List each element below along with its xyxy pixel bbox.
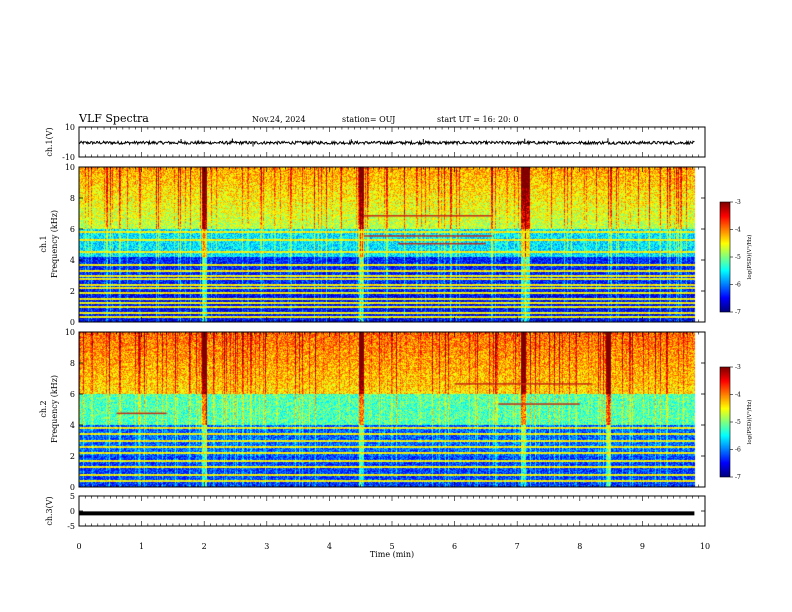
ch1-spectrogram-panel: 0 2 4 6 8 10 ch.1 Frequency (kHz) — [39, 163, 706, 327]
y-tick-label: 8 — [70, 359, 75, 368]
x-tick-label: 9 — [640, 542, 645, 551]
y-tick-label: -5 — [67, 522, 75, 531]
y-tick-label: 10 — [65, 163, 75, 172]
colorbar-tick-label: -3 — [735, 364, 741, 371]
y-tick-label: 10 — [65, 123, 75, 132]
ch1-waveform-ylabel: ch.1(V) — [45, 127, 54, 156]
colorbar-tick-label: -5 — [735, 419, 741, 426]
ch2-spectrogram-panel: 0 2 4 6 8 10 ch.2 Frequency (kHz) — [39, 328, 706, 492]
colorbar-tick-label: -7 — [735, 309, 741, 316]
ch1-colorbar: -3 -4 -5 -6 -7 log(PSD)(V²/Hz) — [719, 199, 753, 316]
x-tick-label: 6 — [452, 542, 457, 551]
ch2-colorbar-gradient — [720, 367, 730, 477]
y-tick-label: 2 — [70, 287, 75, 296]
x-tick-label: 7 — [515, 542, 520, 551]
y-tick-label: 8 — [70, 194, 75, 203]
y-tick-label: 10 — [65, 328, 75, 337]
y-tick-label: 0 — [70, 483, 75, 492]
ch1-waveform-panel: 10 -10 ch.1(V) — [45, 123, 706, 162]
ch1-spectrogram-image — [79, 167, 705, 322]
ch1-colorbar-label: log(PSD)(V²/Hz) — [746, 235, 753, 280]
y-tick-label: 4 — [70, 256, 75, 265]
ch2-colorbar: -3 -4 -5 -6 -7 log(PSD)(V²/Hz) — [719, 364, 753, 481]
ch1-spectrogram-ylabel: ch.1 — [39, 235, 48, 252]
ch2-spectrogram-image — [79, 332, 705, 487]
colorbar-tick-label: -4 — [735, 392, 741, 399]
colorbar-tick-label: -5 — [735, 254, 741, 261]
station-label: station= OUJ — [342, 115, 395, 124]
time-axis-label: Time (min) — [370, 550, 414, 559]
y-tick-label: 0 — [70, 318, 75, 327]
ch2-colorbar-label: log(PSD)(V²/Hz) — [746, 400, 753, 445]
x-tick-label: 0 — [76, 542, 81, 551]
start-time-label: start UT = 16: 20: 0 — [437, 115, 518, 124]
y-tick-label: 6 — [70, 225, 75, 234]
x-tick-label: 1 — [139, 542, 144, 551]
y-tick-label: 2 — [70, 452, 75, 461]
x-tick-label: 10 — [700, 542, 710, 551]
panel-time-ticks — [78, 127, 706, 526]
x-tick-label: 4 — [327, 542, 332, 551]
ch1-spectrogram-freq-label: Frequency (kHz) — [50, 210, 59, 278]
y-tick-label: 6 — [70, 390, 75, 399]
colorbar-tick-label: -7 — [735, 474, 741, 481]
date-label: Nov.24, 2024 — [252, 115, 306, 124]
x-tick-label: 8 — [577, 542, 582, 551]
x-tick-label: 3 — [264, 542, 269, 551]
ch2-spectrogram-freq-label: Frequency (kHz) — [50, 375, 59, 443]
colorbar-tick-label: -6 — [735, 447, 741, 454]
y-tick-label: 0 — [70, 507, 75, 516]
x-tick-label: 5 — [389, 542, 394, 551]
y-tick-label: 5 — [70, 492, 75, 501]
ch1-waveform-trace — [78, 138, 695, 147]
colorbar-tick-label: -4 — [735, 227, 741, 234]
ch3-waveform-ylabel: ch.3(V) — [45, 496, 54, 525]
ch1-waveform-line — [78, 139, 695, 146]
ch1-colorbar-gradient — [720, 202, 730, 312]
x-tick-label: 2 — [202, 542, 207, 551]
y-tick-label: 4 — [70, 421, 75, 430]
colorbar-tick-label: -3 — [735, 199, 741, 206]
figure-title: VLF Spectra — [78, 112, 149, 125]
y-tick-label: -10 — [62, 153, 75, 162]
ch3-waveform-panel: 5 0 -5 0 1 2 3 4 5 6 7 8 9 10 ch.3(V) Time (min) — [45, 492, 710, 559]
ch2-spectrogram-ylabel: ch.2 — [39, 400, 48, 417]
colorbar-tick-label: -6 — [735, 282, 741, 289]
